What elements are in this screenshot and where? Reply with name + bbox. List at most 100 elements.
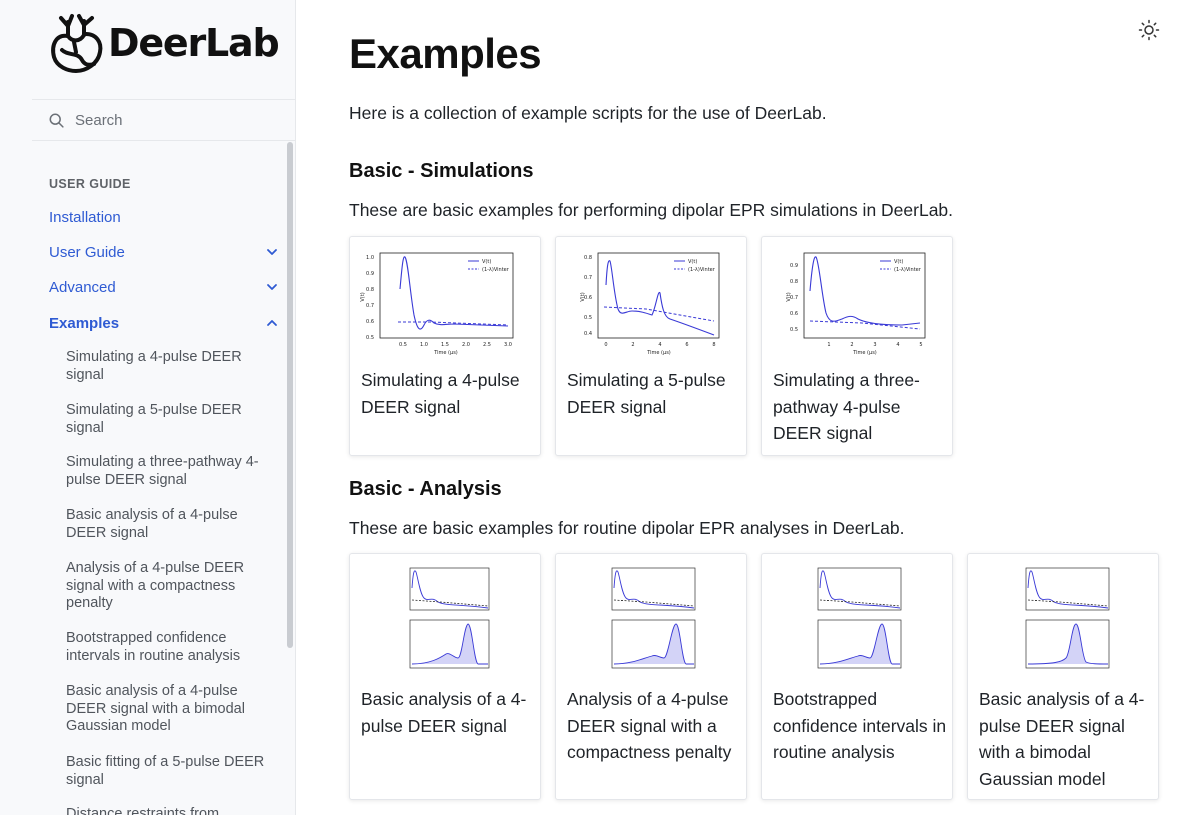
card-title: Analysis of a 4-pulse DEER signal with a… bbox=[567, 689, 732, 762]
x-tick-label: 2 bbox=[631, 342, 634, 348]
sidebar-subitem[interactable]: Simulating a 5-pulse DEER signal bbox=[66, 402, 242, 436]
y-axis-label: V(t) bbox=[580, 292, 586, 301]
card-title: Basic analysis of a 4-pulse DEER signal … bbox=[979, 689, 1145, 789]
legend-label: V(t) bbox=[688, 259, 697, 265]
x-tick-label: 1.0 bbox=[420, 342, 428, 348]
sidebar-item-advanced[interactable]: Advanced bbox=[49, 275, 279, 299]
example-card[interactable]: 0.8 0.7 0.6 0.5 0.4 0 2 4 6 8 Time (μs) … bbox=[555, 236, 747, 456]
y-axis-label: V(t) bbox=[360, 292, 366, 301]
y-tick-label: 0.9 bbox=[366, 271, 374, 277]
deer-logo-icon bbox=[51, 14, 103, 73]
sidebar-subitem[interactable]: Bootstrapped confidence intervals in rou… bbox=[66, 630, 241, 664]
search-placeholder: Search bbox=[75, 111, 123, 129]
logo[interactable]: DeerLab bbox=[48, 12, 280, 74]
sidebar-subitem[interactable]: Analysis of a 4-pulse DEER signal with a… bbox=[66, 560, 245, 611]
nav-caption: USER GUIDE bbox=[49, 177, 131, 191]
legend-label: (1-λ)Vinter bbox=[482, 267, 510, 273]
example-card[interactable]: Basic analysis of a 4-pulse DEER signal bbox=[349, 553, 541, 800]
card-thumbnail bbox=[968, 554, 1158, 682]
y-tick-label: 0.6 bbox=[790, 311, 798, 317]
y-tick-label: 0.7 bbox=[790, 295, 798, 301]
x-tick-label: 2.5 bbox=[483, 342, 491, 348]
x-axis-label: Time (μs) bbox=[433, 350, 458, 356]
x-tick-label: 8 bbox=[712, 342, 715, 348]
search-box[interactable]: Search bbox=[32, 99, 295, 141]
card-thumbnail bbox=[762, 554, 952, 682]
y-tick-label: 0.5 bbox=[790, 327, 798, 333]
card-title: Simulating a 4-pulse DEER signal bbox=[361, 370, 520, 417]
y-tick-label: 0.6 bbox=[366, 319, 374, 325]
y-axis-label: V(t) bbox=[786, 292, 792, 301]
y-tick-label: 0.8 bbox=[584, 255, 592, 261]
sidebar-item-installation[interactable]: Installation bbox=[49, 205, 279, 229]
page-intro: Here is a collection of example scripts … bbox=[349, 103, 827, 123]
card-thumbnail bbox=[350, 554, 540, 682]
x-tick-label: 2 bbox=[850, 342, 853, 348]
y-tick-label: 0.4 bbox=[584, 331, 592, 337]
card-thumbnail: 0.8 0.7 0.6 0.5 0.4 0 2 4 6 8 Time (μs) … bbox=[556, 237, 746, 365]
sidebar-item-label: Advanced bbox=[49, 278, 116, 296]
x-tick-label: 2.0 bbox=[462, 342, 470, 348]
sidebar: DeerLab Search USER GUIDE Installation U… bbox=[0, 0, 296, 815]
sidebar-scrollbar[interactable] bbox=[287, 142, 293, 648]
example-card[interactable]: Bootstrapped confidence intervals in rou… bbox=[761, 553, 953, 800]
x-axis-label: Time (μs) bbox=[646, 350, 671, 356]
sidebar-subitem[interactable]: Basic fitting of a 5-pulse DEER signal bbox=[66, 754, 265, 788]
card-title: Basic analysis of a 4-pulse DEER signal bbox=[361, 689, 527, 736]
example-card[interactable]: Basic analysis of a 4-pulse DEER signal … bbox=[967, 553, 1159, 800]
y-tick-label: 0.8 bbox=[790, 279, 798, 285]
sun-icon bbox=[1138, 19, 1160, 41]
sidebar-nav: USER GUIDE Installation User Guide Advan… bbox=[0, 142, 286, 815]
section-title: Basic - Analysis bbox=[349, 478, 502, 500]
page-title: Examples bbox=[349, 30, 542, 77]
legend-label: (1-λ)Vinter bbox=[894, 267, 922, 273]
sidebar-item-user-guide[interactable]: User Guide bbox=[49, 240, 279, 264]
example-card[interactable]: 0.9 0.8 0.7 0.6 0.5 1 2 3 4 5 Time (μs) … bbox=[761, 236, 953, 456]
y-tick-label: 0.5 bbox=[366, 335, 374, 341]
y-tick-label: 0.5 bbox=[584, 315, 592, 321]
card-title: Bootstrapped confidence intervals in rou… bbox=[773, 689, 947, 762]
chevron-up-icon[interactable] bbox=[265, 316, 279, 330]
card-title: Simulating a three-pathway 4-pulse DEER … bbox=[773, 370, 920, 443]
card-title: Simulating a 5-pulse DEER signal bbox=[567, 370, 726, 417]
sidebar-subitem[interactable]: Simulating a three-pathway 4-pulse DEER … bbox=[66, 454, 259, 488]
example-card[interactable]: Analysis of a 4-pulse DEER signal with a… bbox=[555, 553, 747, 800]
card-thumbnail: 0.9 0.8 0.7 0.6 0.5 1 2 3 4 5 Time (μs) … bbox=[762, 237, 952, 365]
x-tick-label: 3.0 bbox=[504, 342, 512, 348]
x-tick-label: 0 bbox=[604, 342, 607, 348]
sidebar-subitem[interactable]: Simulating a 4-pulse DEER signal bbox=[66, 349, 242, 383]
main-content: Examples Here is a collection of example… bbox=[297, 0, 1198, 815]
x-tick-label: 1.5 bbox=[441, 342, 449, 348]
x-tick-label: 4 bbox=[896, 342, 899, 348]
legend-label: V(t) bbox=[482, 259, 491, 265]
y-tick-label: 1.0 bbox=[366, 255, 374, 261]
x-tick-label: 3 bbox=[873, 342, 876, 348]
sidebar-item-label: Examples bbox=[49, 314, 120, 332]
y-tick-label: 0.6 bbox=[584, 295, 592, 301]
sidebar-subitem[interactable]: Distance restraints from bbox=[66, 806, 220, 815]
legend-label: (1-λ)Vinter bbox=[688, 267, 716, 273]
section-title: Basic - Simulations bbox=[349, 160, 534, 182]
x-tick-label: 0.5 bbox=[399, 342, 407, 348]
sidebar-subitem[interactable]: Basic analysis of a 4-pulse DEER signal … bbox=[66, 683, 245, 734]
brand-name: DeerLab bbox=[108, 21, 280, 65]
card-thumbnail: 1.0 0.9 0.8 0.7 0.6 0.5 0.5 1.0 1.5 2.0 … bbox=[350, 237, 540, 365]
y-tick-label: 0.7 bbox=[584, 275, 592, 281]
y-tick-label: 0.8 bbox=[366, 287, 374, 293]
legend-label: V(t) bbox=[894, 259, 903, 265]
x-tick-label: 1 bbox=[827, 342, 830, 348]
chevron-down-icon[interactable] bbox=[265, 280, 279, 294]
theme-toggle-button[interactable] bbox=[1138, 19, 1160, 41]
x-tick-label: 4 bbox=[658, 342, 661, 348]
sidebar-item-label: User Guide bbox=[49, 243, 125, 261]
section-description: These are basic examples for routine dip… bbox=[349, 518, 905, 538]
example-card[interactable]: 1.0 0.9 0.8 0.7 0.6 0.5 0.5 1.0 1.5 2.0 … bbox=[349, 236, 541, 456]
y-tick-label: 0.9 bbox=[790, 263, 798, 269]
sidebar-item-examples[interactable]: Examples bbox=[49, 311, 279, 335]
x-axis-label: Time (μs) bbox=[852, 350, 877, 356]
section-description: These are basic examples for performing … bbox=[349, 200, 954, 220]
sidebar-subitem[interactable]: Basic analysis of a 4-pulse DEER signal bbox=[66, 507, 238, 541]
chevron-down-icon[interactable] bbox=[265, 245, 279, 259]
x-tick-label: 6 bbox=[685, 342, 688, 348]
x-tick-label: 5 bbox=[919, 342, 922, 348]
